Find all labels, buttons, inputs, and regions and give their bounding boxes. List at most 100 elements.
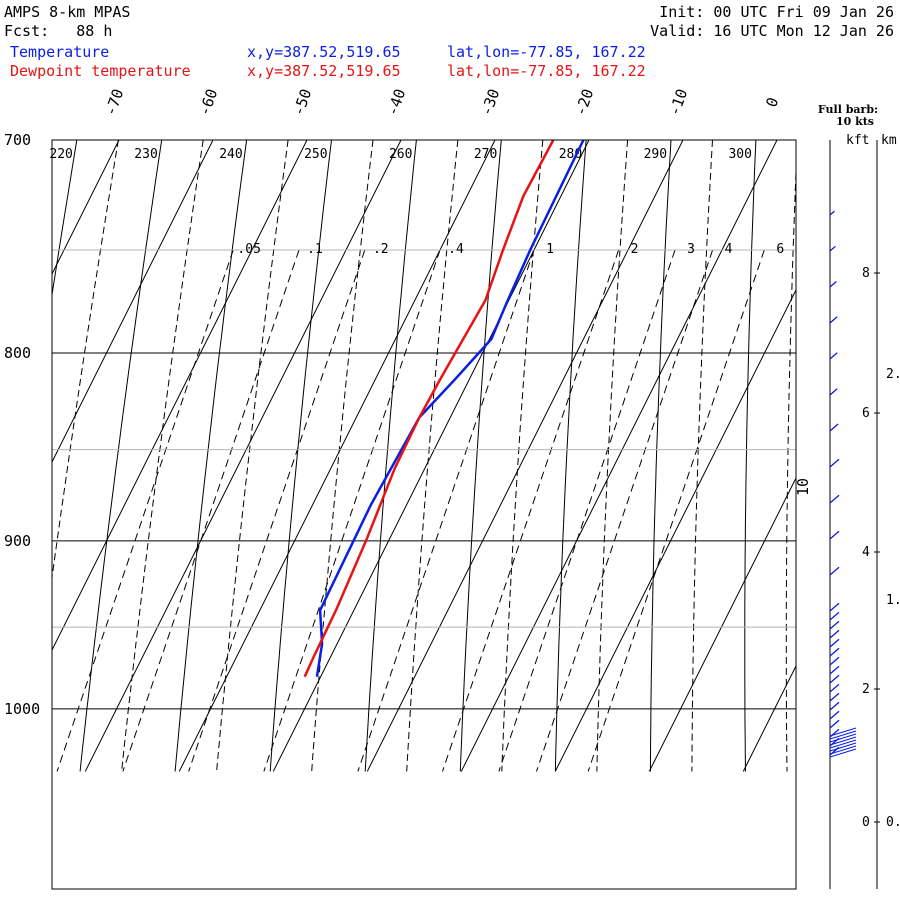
km-tick-label: 1. [886,593,900,608]
isotherm-line [52,140,214,464]
wind-barb [829,281,837,288]
theta-label: 300 [728,147,751,162]
valid-label: Valid: [650,22,705,40]
kft-tick-label: 8 [862,266,870,281]
mixing-ratio-label: .2 [373,242,389,257]
legend-temperature-xy: x,y=387.52,519.65 [247,43,401,61]
moist-adiabat-line [406,140,459,772]
isotherm-line [460,140,778,772]
theta-e-label: 10 [794,478,812,496]
moist-adiabat-line [52,140,119,581]
legend-dewpoint-name: Dewpoint temperature [10,62,191,80]
valid-time: Valid: 16 UTC Mon 12 Jan 26 [650,23,894,40]
isotherm-label: -70 [101,86,127,118]
wind-barb [829,352,838,360]
legend-temperature-name: Temperature [10,43,110,61]
isotherm-line [648,476,796,772]
wind-barb [829,458,840,468]
mixing-ratio-line [188,249,366,772]
wind-barb [829,566,840,576]
kft-tick-label: 0 [862,815,870,830]
forecast-label: Fcst: [4,22,50,40]
isotherm-line [837,140,900,771]
isotherm-label: -10 [665,86,691,118]
isotherm-line [52,140,120,276]
mixing-ratio-line [357,249,535,772]
pressure-label: 900 [4,532,31,550]
wind-barb-dense [829,730,857,740]
wind-barb [829,683,840,693]
kft-tick-label: 2 [862,682,870,697]
legend-dewpoint-xy: x,y=387.52,519.65 [247,62,401,80]
wind-barb-dense [829,742,857,752]
init-label: Init: [659,3,705,21]
background-lines [0,140,900,772]
isotherm-label: 0 [762,95,782,110]
moist-adiabat-line [216,140,289,772]
wind-barb [829,665,840,675]
wind-barb [829,611,840,621]
dry-adiabat-line [174,140,248,772]
dry-adiabat-line [554,140,587,772]
mixing-ratio-line [263,249,441,772]
isotherm-label: -40 [383,86,409,118]
pressure-label: 800 [4,344,31,362]
dewpoint-trace [303,140,555,678]
wind-barb [829,494,840,504]
theta-label: 290 [644,147,667,162]
isotherm-line [84,140,402,772]
wind-barb [829,423,839,432]
theta-label: 220 [49,147,72,162]
km-label: km [881,133,897,148]
isotherm-label: -60 [195,86,221,118]
mixing-ratio-labels: .05 .1 .2 .4 1 2 3 4 6 [237,242,784,257]
isotherm-line [742,664,796,772]
temperature-trace [315,140,585,677]
moist-adiabat-line [0,140,34,772]
isotherm-line [554,288,796,772]
mixing-ratio-line [441,249,620,772]
pressure-label: 700 [4,131,31,149]
wind-barb [829,602,840,612]
wind-barb [829,710,840,720]
wind-barb-dense [829,748,857,758]
dry-adiabat-line [52,140,78,298]
moist-adiabat-line [311,140,374,772]
model-name: AMPS 8-km MPAS [4,3,131,21]
wind-barb-dense [829,745,857,755]
wind-barb [829,638,840,648]
isotherm-line [178,140,496,772]
wind-barb [829,388,838,396]
wind-barb [829,656,840,666]
pressure-label: 1000 [4,700,40,718]
wind-barb [829,245,836,252]
wind-barb [829,530,840,540]
legend-dewpoint-latlon: lat,lon=-77.85, 167.22 [447,62,646,80]
isotherm-labels: 0 -10 -20 -30 -40 -50 -60 -70 [101,86,782,118]
barb-title: Full barb: [818,103,878,116]
dry-adiabat-line [744,140,757,772]
mixing-ratio-line [535,249,714,772]
kft-tick-label: 6 [862,406,870,421]
wind-barb [829,719,840,729]
isotherm-line [0,140,25,771]
mixing-ratio-label: 3 [687,242,695,257]
moist-adiabat-line [121,140,204,772]
isotherm-line [52,140,308,652]
theta-label: 230 [134,147,157,162]
wind-barb [829,674,840,684]
mixing-ratio-label: 2 [631,242,639,257]
legend-temperature: Temperature [10,44,109,61]
mixing-ratio-label: 4 [725,242,733,257]
theta-label: 260 [389,147,412,162]
valid-value: 16 UTC Mon 12 Jan 26 [713,22,894,40]
forecast-hour: Fcst: 88 h [4,23,112,40]
theta-label: 270 [474,147,497,162]
wind-barb [829,316,838,324]
kft-tick-label: 4 [862,545,870,560]
moist-adiabat-line [596,140,629,772]
pressure-labels: 700 800 900 1000 [4,131,40,718]
km-tick-label: 0. [886,815,900,830]
